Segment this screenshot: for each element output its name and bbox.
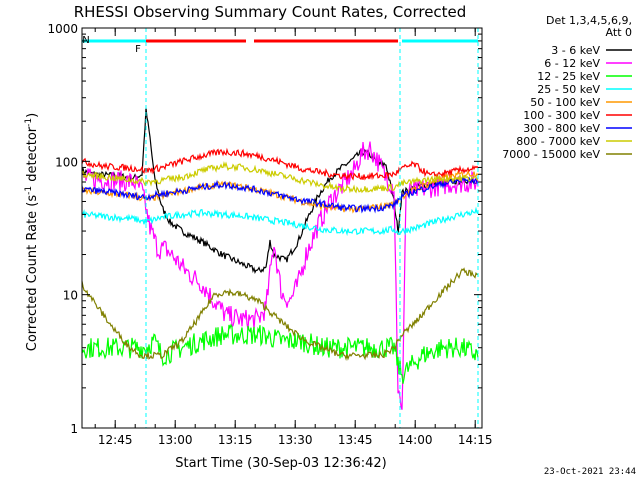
marker-label-f: F bbox=[135, 44, 141, 55]
series-line-3-6-kev bbox=[81, 107, 479, 275]
plot-frame bbox=[81, 27, 483, 429]
legend-label: 3 - 6 keV bbox=[551, 44, 600, 57]
series-layer bbox=[81, 107, 479, 410]
y-tick-label: 1 bbox=[70, 422, 78, 436]
series-line-6-12-kev bbox=[81, 141, 479, 410]
legend-label: 6 - 12 keV bbox=[544, 57, 600, 70]
footer-timestamp: 23-Oct-2021 23:44 bbox=[544, 467, 636, 477]
x-tick-label: 13:15 bbox=[218, 433, 253, 447]
x-tick-label: 14:15 bbox=[458, 433, 493, 447]
y-axis-label-main: Corrected Count Rate (s bbox=[25, 195, 40, 352]
legend-label: 300 - 800 keV bbox=[523, 122, 600, 135]
y-axis-label-mid: detector bbox=[25, 126, 40, 186]
series-line-800-7000-kev bbox=[81, 160, 479, 194]
x-tick-label: 13:45 bbox=[338, 433, 373, 447]
y-axis-label-sup1: -1 bbox=[24, 186, 34, 195]
y-axis-label: Corrected Count Rate (s-1 detector-1) bbox=[24, 113, 40, 351]
x-axis-label: Start Time (30-Sep-03 12:36:42) bbox=[175, 456, 386, 471]
series-line-50-100-kev bbox=[81, 169, 479, 214]
series-line-7000-15000-kev bbox=[81, 267, 479, 361]
legend-label: 800 - 7000 keV bbox=[516, 135, 600, 148]
x-tick-label: 13:30 bbox=[278, 433, 313, 447]
legend-label: 100 - 300 keV bbox=[523, 109, 600, 122]
y-axis-label-end: ) bbox=[25, 113, 40, 118]
legend-header-line-0: Det 1,3,4,5,6,9, bbox=[546, 14, 632, 27]
legend-label: 25 - 50 keV bbox=[537, 83, 600, 96]
x-tick-label: 13:00 bbox=[158, 433, 193, 447]
x-tick-label: 12:45 bbox=[98, 433, 133, 447]
x-tick-label: 14:00 bbox=[398, 433, 433, 447]
series-line-100-300-kev bbox=[81, 147, 479, 181]
legend-label: 50 - 100 keV bbox=[530, 96, 600, 109]
legend-header-line-1: Att 0 bbox=[606, 26, 632, 39]
series-line-25-50-kev bbox=[81, 206, 479, 237]
legend-label: 7000 - 15000 keV bbox=[502, 148, 600, 161]
legend-label: 12 - 25 keV bbox=[537, 70, 600, 83]
series-line-300-800-kev bbox=[81, 176, 479, 214]
y-tick-label: 1000 bbox=[47, 22, 78, 36]
y-axis-label-sup2: -1 bbox=[24, 118, 34, 127]
chart-title: RHESSI Observing Summary Count Rates, Co… bbox=[74, 3, 467, 21]
y-tick-label: 100 bbox=[55, 155, 78, 169]
y-tick-label: 10 bbox=[63, 289, 78, 303]
axes-layer: 1000 100 10 1 12:45 13:00 13:15 13:30 13:45 14:00… bbox=[47, 22, 492, 447]
